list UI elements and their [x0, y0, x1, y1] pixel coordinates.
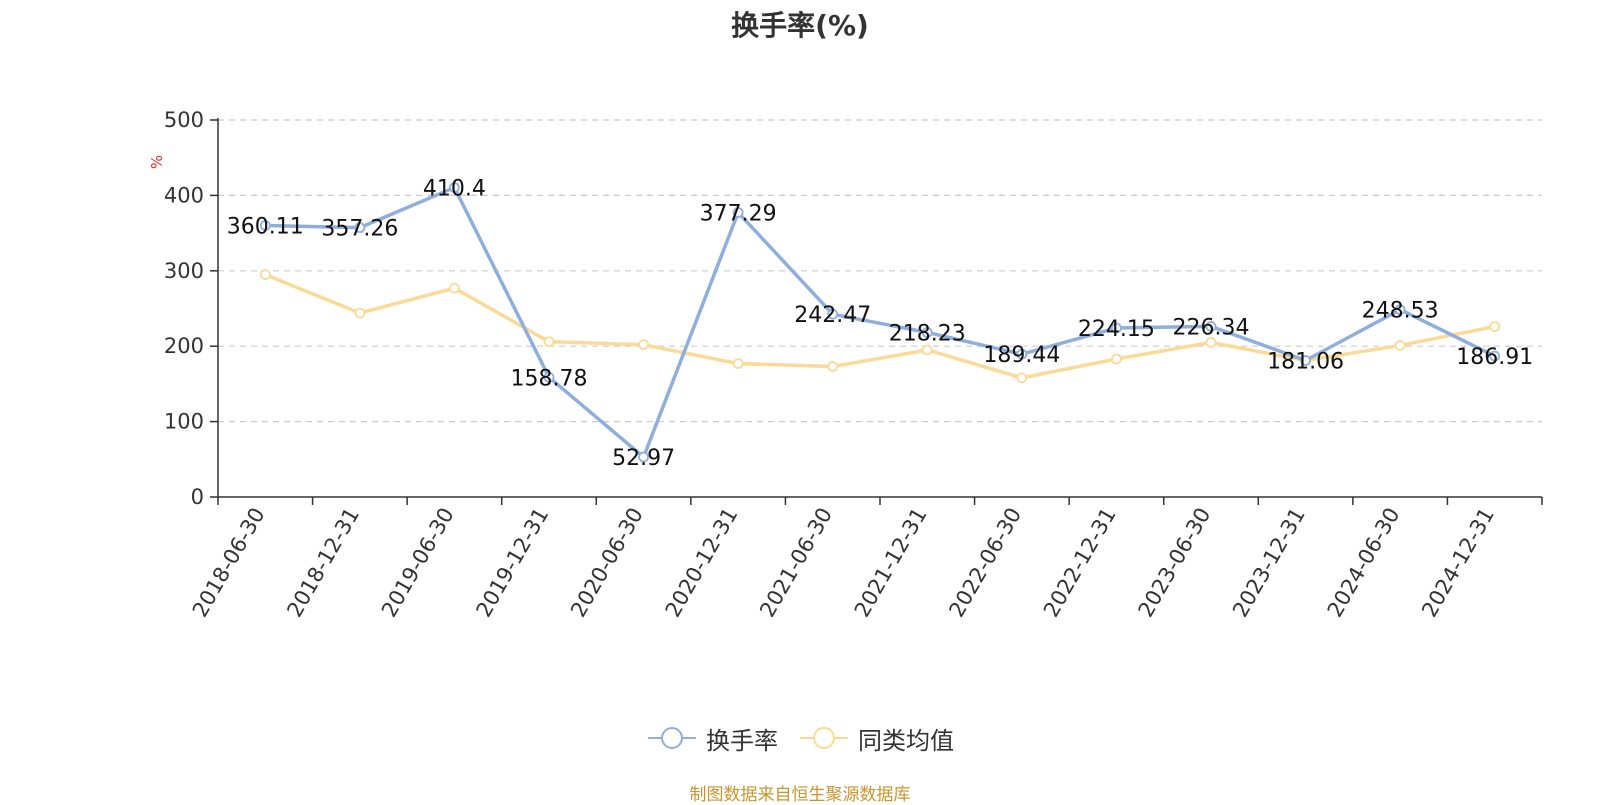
data-point: [1205, 337, 1217, 348]
data-point: [259, 269, 271, 280]
y-tick-label: 200: [164, 334, 204, 358]
x-tick-label: 2024-06-30: [1323, 504, 1405, 622]
legend-marker-turnover-icon: [648, 727, 696, 749]
data-label: 242.47: [794, 303, 871, 328]
y-tick-label: 0: [191, 485, 204, 509]
data-label: 158.78: [511, 366, 588, 391]
data-label: 224.15: [1078, 317, 1155, 342]
data-point: [1489, 321, 1501, 332]
legend-label-turnover: 换手率: [706, 726, 778, 755]
x-tick-label: 2021-06-30: [755, 504, 837, 622]
legend-label-peer-average: 同类均值: [858, 726, 954, 755]
data-point: [732, 358, 744, 369]
data-point: [1489, 350, 1501, 362]
data-point: [1111, 353, 1122, 365]
x-tick-label: 2018-12-31: [282, 504, 364, 622]
data-point: [1394, 340, 1406, 351]
data-label: 360.11: [227, 214, 304, 239]
data-point: [543, 336, 555, 348]
data-point: [449, 182, 460, 193]
x-tick-label: 2020-06-30: [566, 504, 648, 622]
x-tick-label: 2023-12-31: [1228, 504, 1310, 622]
data-label: 377.29: [700, 202, 777, 227]
grid-lines: [218, 119, 1542, 423]
data-label: 186.91: [1456, 345, 1533, 370]
y-axis-unit-label: %: [148, 155, 166, 169]
data-point: [354, 307, 366, 319]
data-point: [1111, 322, 1122, 334]
x-tick-label: 2024-12-31: [1417, 504, 1499, 622]
x-tick-label: 2020-12-31: [661, 504, 743, 622]
series-lines: [259, 182, 1501, 463]
data-point: [732, 207, 744, 218]
data-point: [1394, 304, 1406, 316]
x-tick-label: 2018-06-30: [188, 504, 270, 622]
data-point: [354, 222, 366, 234]
data-point: [543, 371, 555, 383]
x-tick-label: 2019-12-31: [472, 504, 554, 622]
data-labels: 360.11 357.26 410.4 158.78 52.97 377.29 242.47…: [227, 177, 1533, 472]
data-point: [638, 339, 649, 351]
series-line-turnover: [265, 185, 1496, 459]
y-tick-label: 100: [164, 410, 204, 434]
data-label: 357.26: [321, 217, 398, 242]
data-point: [921, 344, 933, 356]
data-point: [259, 220, 271, 231]
x-tick-label: 2021-12-31: [850, 503, 932, 621]
data-label: 410.4: [423, 177, 486, 202]
x-tick-label: 2019-06-30: [377, 504, 459, 622]
data-point: [1016, 372, 1028, 384]
data-label: 248.53: [1362, 299, 1439, 324]
legend-marker-peer-average-icon: [800, 727, 848, 749]
x-tick-label: 2022-12-31: [1039, 504, 1121, 622]
data-point: [449, 282, 460, 294]
series-line-peer-average: [264, 272, 1496, 380]
source-note: 制图数据来自恒生聚源数据库: [689, 785, 911, 805]
legend-item-turnover[interactable]: 换手率: [648, 722, 778, 755]
y-tick-label: 500: [164, 108, 204, 132]
data-label: 226.34: [1173, 315, 1250, 340]
data-point: [638, 451, 649, 463]
data-label: 189.44: [983, 343, 1060, 368]
legend-item-peer-average[interactable]: 同类均值: [800, 722, 954, 755]
x-tick-label: 2023-06-30: [1134, 504, 1216, 622]
data-point: [827, 308, 839, 320]
data-label: 52.97: [612, 446, 675, 471]
data-point: [1205, 320, 1217, 332]
data-point: [1300, 355, 1311, 366]
data-point: [1016, 348, 1028, 360]
x-tick-label: 2022-06-30: [944, 504, 1026, 622]
y-tick-label: 300: [164, 259, 204, 283]
data-point: [827, 361, 839, 372]
chart-title: 换手率(%): [731, 9, 869, 42]
y-tick-label: 400: [164, 183, 204, 207]
data-label: 218.23: [889, 321, 966, 346]
data-point: [921, 327, 933, 338]
data-label: 181.06: [1267, 349, 1344, 374]
